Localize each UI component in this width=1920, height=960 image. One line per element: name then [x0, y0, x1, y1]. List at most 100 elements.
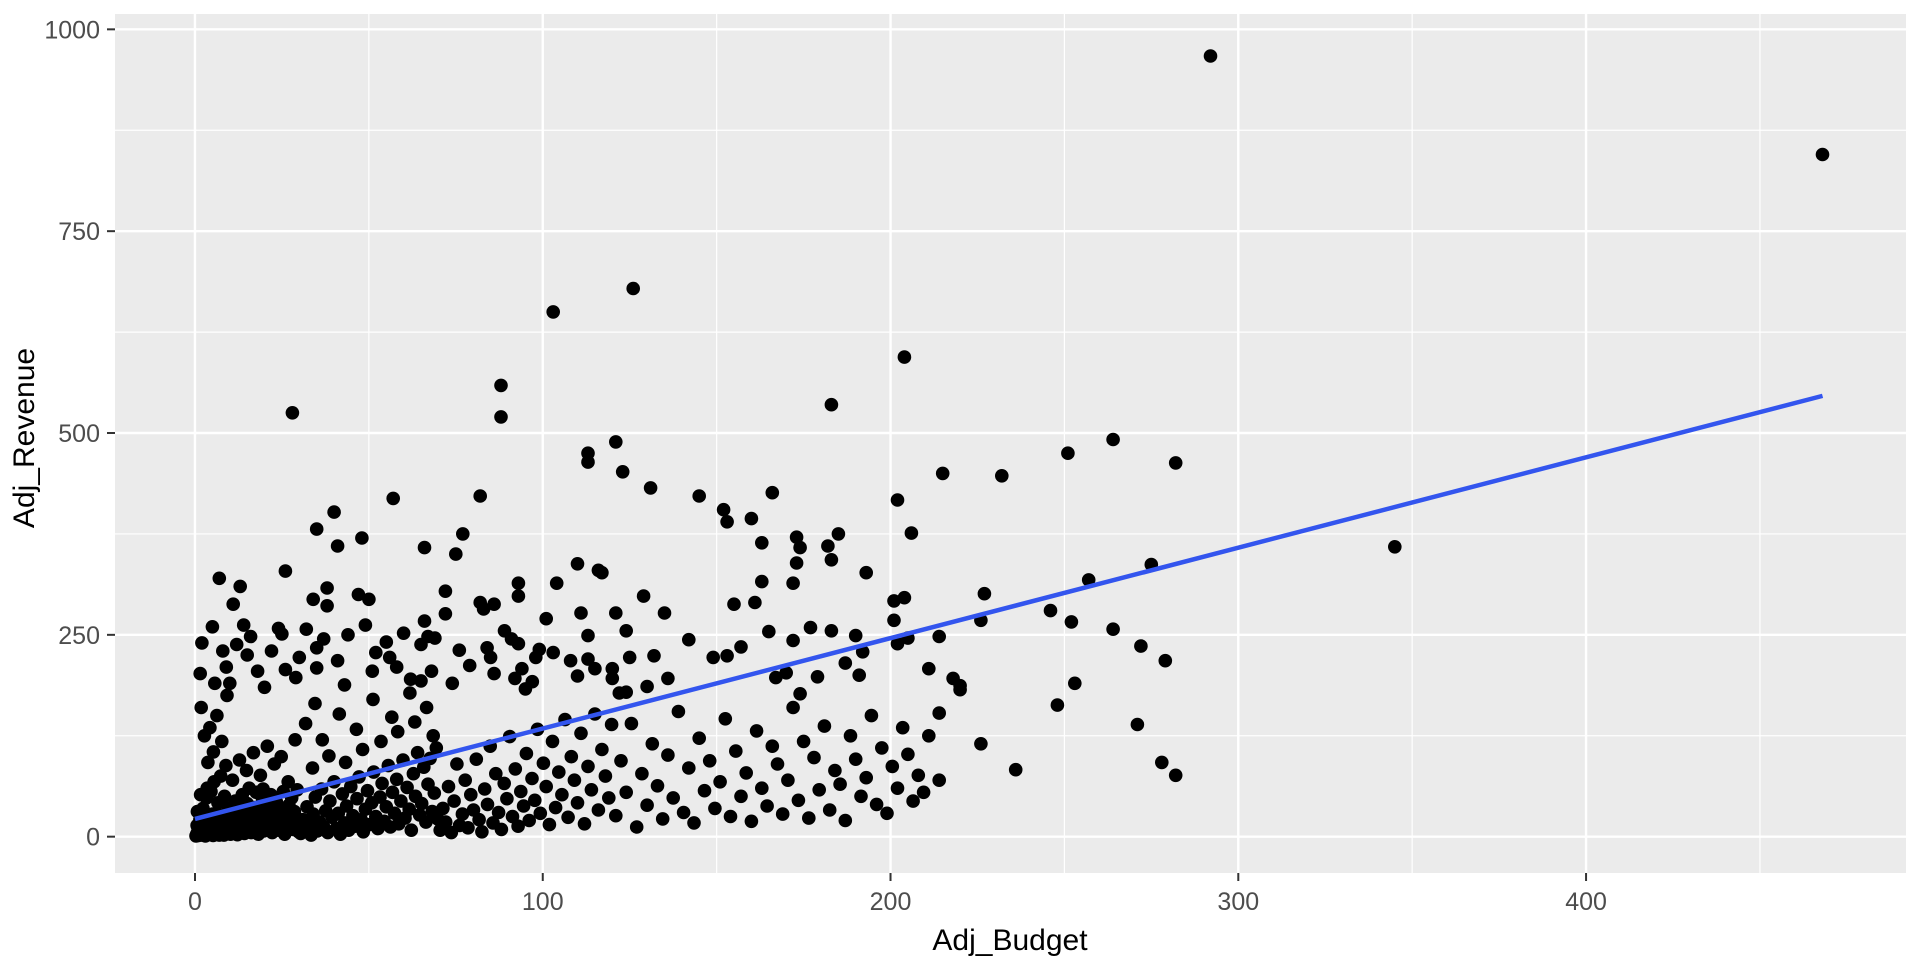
scatter-point	[417, 540, 432, 555]
scatter-point	[564, 749, 579, 764]
scatter-point	[716, 502, 731, 517]
scatter-point	[810, 670, 825, 684]
scatter-point	[195, 636, 209, 650]
scatter-point	[306, 592, 321, 607]
scatter-point	[734, 789, 748, 804]
scatter-point	[475, 825, 489, 839]
scatter-point	[206, 745, 221, 759]
scatter-point	[786, 633, 800, 648]
scatter-point	[953, 678, 967, 693]
scatter-point	[793, 540, 807, 555]
scatter-point	[974, 737, 988, 751]
scatter-point	[885, 759, 900, 774]
scatter-point	[595, 742, 609, 757]
scatter-point	[650, 779, 665, 793]
scatter-point	[765, 739, 780, 753]
scatter-point	[476, 602, 491, 616]
y-tick-label: 750	[58, 218, 100, 246]
scatter-point	[602, 791, 616, 805]
scatter-point	[545, 734, 560, 749]
scatter-point	[708, 801, 722, 816]
scatter-point	[500, 791, 514, 806]
scatter-point	[706, 650, 720, 665]
scatter-point	[775, 807, 790, 821]
scatter-point	[760, 799, 774, 813]
scatter-point	[355, 742, 370, 757]
scatter-point	[895, 720, 910, 735]
scatter-point	[734, 640, 748, 654]
scatter-point	[796, 734, 811, 749]
y-tick-label: 500	[58, 420, 100, 448]
scatter-point	[278, 564, 293, 578]
scatter-point	[208, 676, 222, 691]
scatter-point	[744, 511, 759, 526]
scatter-point	[494, 378, 508, 393]
scatter-point	[402, 802, 417, 816]
scatter-point	[200, 781, 214, 795]
scatter-point	[260, 739, 275, 753]
scatter-point	[720, 649, 734, 663]
scatter-point	[769, 670, 783, 685]
scatter-point	[897, 350, 912, 364]
scatter-point	[355, 531, 369, 545]
scatter-point	[822, 803, 837, 817]
scatter-point	[473, 489, 488, 503]
scatter-point	[786, 700, 800, 715]
scatter-point	[403, 686, 417, 700]
scatter-point	[744, 814, 759, 829]
scatter-point	[581, 628, 595, 643]
scatter-point	[779, 666, 793, 680]
scatter-point	[622, 650, 637, 665]
scatter-point	[327, 505, 341, 519]
scatter-point	[640, 679, 654, 694]
x-tick-label: 0	[188, 888, 202, 916]
plot-panel	[115, 14, 1906, 873]
scatter-point	[880, 806, 894, 821]
scatter-point	[320, 581, 334, 595]
scatter-point	[1081, 573, 1096, 587]
scatter-point	[749, 724, 764, 738]
scatter-point	[529, 650, 543, 665]
scatter-point	[514, 784, 528, 799]
scatter-point	[438, 607, 453, 621]
scatter-point	[429, 741, 444, 755]
scatter-point	[682, 761, 696, 775]
scatter-point	[469, 752, 484, 766]
scatter-point	[382, 650, 397, 665]
regression-line	[194, 393, 1824, 822]
scatter-point	[375, 776, 389, 791]
scatter-point	[619, 624, 633, 638]
scatter-point	[536, 756, 551, 770]
scatter-point	[911, 768, 926, 783]
scatter-point	[854, 789, 868, 804]
scatter-point	[922, 661, 936, 676]
scatter-point	[216, 644, 230, 658]
scatter-point	[1043, 603, 1058, 618]
scatter-point	[848, 628, 863, 643]
scatter-point	[344, 779, 358, 794]
scatter-point	[220, 688, 234, 703]
scatter-point	[647, 649, 661, 663]
scatter-point	[890, 493, 905, 507]
scatter-point	[489, 766, 503, 781]
scatter-point	[723, 809, 738, 824]
scatter-point	[386, 491, 401, 506]
scatter-point	[605, 671, 620, 686]
scatter-point	[852, 668, 866, 682]
scatter-point	[288, 733, 302, 747]
scatter-point	[824, 553, 839, 567]
scatter-point	[890, 781, 905, 795]
scatter-point	[315, 733, 330, 747]
scatter-point	[309, 522, 324, 536]
x-axis-title: Adj_Budget	[932, 924, 1088, 957]
scatter-point	[438, 815, 453, 829]
scatter-point	[713, 775, 727, 789]
scatter-point	[901, 747, 915, 762]
scatter-point	[396, 626, 411, 640]
scatter-point	[404, 823, 419, 837]
scatter-point	[539, 779, 553, 794]
scatter-point	[289, 670, 303, 685]
scatter-point	[515, 661, 529, 676]
scatter-point	[205, 620, 220, 634]
scatter-point	[605, 661, 620, 676]
